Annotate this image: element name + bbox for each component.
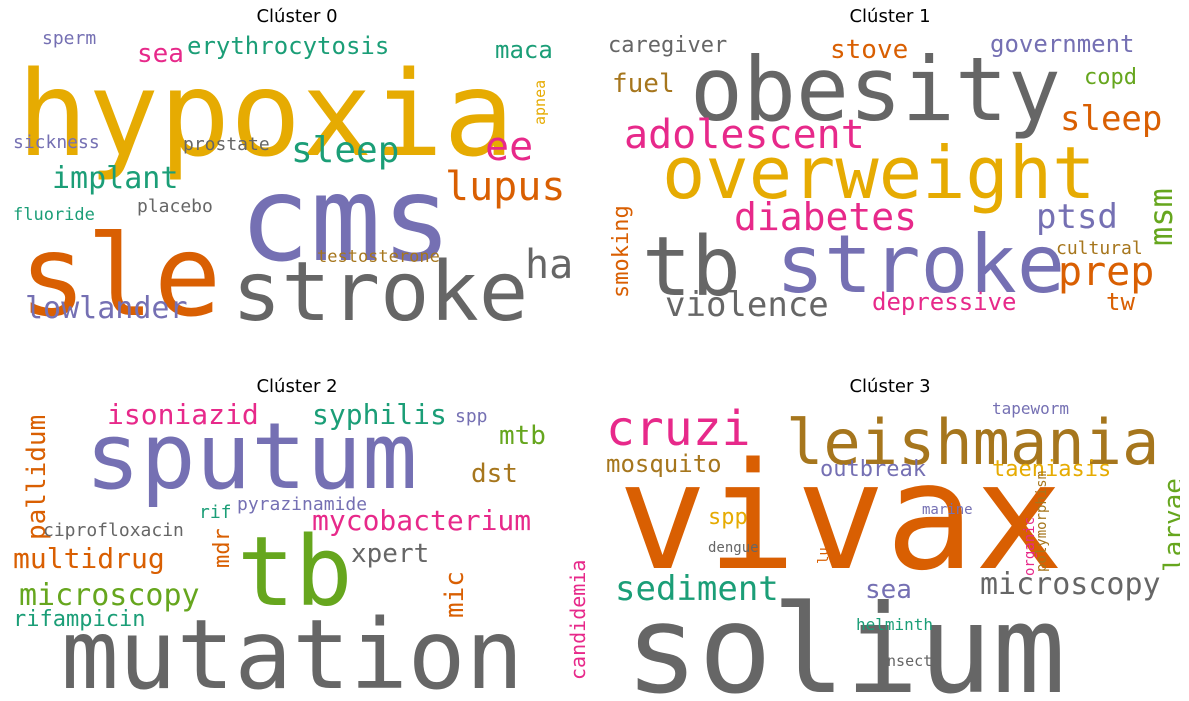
word-sea: sea bbox=[865, 575, 912, 605]
word-outbreak: outbreak bbox=[820, 457, 926, 482]
word-insect: insect bbox=[878, 652, 932, 670]
word-ee: ee bbox=[485, 124, 533, 170]
word-sleep: sleep bbox=[1060, 99, 1162, 139]
word-sle: sle bbox=[19, 212, 221, 330]
word-ha: ha bbox=[525, 242, 573, 288]
word-rifampicin: rifampicin bbox=[13, 607, 145, 632]
word-prostate: prostate bbox=[183, 134, 270, 155]
word-dst: dst bbox=[471, 459, 518, 489]
word-larvae: larvae bbox=[1159, 478, 1180, 572]
word-pallidum: pallidum bbox=[22, 415, 52, 540]
word-cruzi: cruzi bbox=[606, 401, 751, 457]
word-ptsd: ptsd bbox=[1036, 197, 1118, 237]
word-depressive: depressive bbox=[872, 288, 1017, 316]
word-sputum: sputum bbox=[85, 403, 417, 510]
word-solium: solium bbox=[625, 579, 1066, 700]
word-testosterone: testosterone bbox=[317, 247, 440, 267]
word-tb: tb bbox=[642, 220, 741, 315]
word-isoniazid: isoniazid bbox=[107, 400, 259, 431]
word-fluoride: fluoride bbox=[13, 205, 95, 225]
word-prep: prep bbox=[1058, 249, 1154, 295]
word-lu: lu bbox=[816, 547, 832, 564]
word-diabetes: diabetes bbox=[734, 195, 917, 239]
word-mdr: mdr bbox=[210, 528, 235, 568]
word-pyrazinamide: pyrazinamide bbox=[237, 494, 367, 515]
word-organic: organic bbox=[1022, 517, 1038, 576]
word-sediment: sediment bbox=[615, 569, 779, 609]
word-cms: cms bbox=[239, 150, 452, 288]
panel-title-cluster-3: Clúster 3 bbox=[849, 376, 931, 397]
word-polymorphism: polymorphism bbox=[1034, 471, 1050, 572]
word-dengue: dengue bbox=[708, 540, 759, 556]
word-sea: sea bbox=[137, 39, 184, 69]
word-sperm: sperm bbox=[42, 30, 96, 49]
word-taeniasis: taeniasis bbox=[992, 457, 1111, 482]
word-tw: tw bbox=[1106, 288, 1135, 316]
word-fuel: fuel bbox=[612, 69, 675, 99]
word-candidemia: candidemia bbox=[566, 560, 587, 680]
word-copd: copd bbox=[1084, 65, 1137, 90]
word-maca: maca bbox=[495, 36, 553, 64]
word-cultural: cultural bbox=[1056, 238, 1143, 259]
word-leishmania: leishmania bbox=[786, 406, 1159, 479]
word-stroke: stroke bbox=[232, 245, 528, 330]
word-adolescent: adolescent bbox=[624, 112, 865, 158]
panel-title-cluster-0: Clúster 0 bbox=[256, 6, 338, 27]
word-violence: violence bbox=[665, 285, 829, 325]
word-marine: marine bbox=[922, 502, 973, 518]
word-apnea: apnea bbox=[531, 80, 549, 125]
word-multidrug: multidrug bbox=[13, 542, 165, 575]
word-erythrocytosis: erythrocytosis bbox=[187, 32, 389, 60]
word-implant: implant bbox=[52, 161, 178, 196]
word-xpert: xpert bbox=[351, 539, 429, 569]
word-mtb: mtb bbox=[499, 421, 546, 451]
word-vivax: vivax bbox=[618, 431, 1064, 603]
word-spp: spp bbox=[708, 505, 748, 530]
word-tb: tb bbox=[237, 516, 353, 628]
word-stove: stove bbox=[830, 35, 908, 65]
word-rif: rif bbox=[199, 502, 232, 523]
word-mic: mic bbox=[440, 571, 470, 618]
word-microscopy: microscopy bbox=[980, 567, 1161, 602]
panel-title-cluster-1: Clúster 1 bbox=[849, 6, 931, 27]
word-placebo: placebo bbox=[137, 196, 213, 217]
word-ciprofloxacin: ciprofloxacin bbox=[43, 520, 184, 541]
word-sleep: sleep bbox=[291, 130, 399, 171]
word-msm: msm bbox=[1142, 188, 1180, 246]
word-helminth: helminth bbox=[856, 615, 933, 634]
word-caregiver: caregiver bbox=[608, 33, 727, 58]
word-obesity: obesity bbox=[690, 38, 1061, 141]
word-mutation: mutation bbox=[61, 599, 523, 700]
word-hypoxia: hypoxia bbox=[17, 45, 514, 183]
word-government: government bbox=[990, 30, 1135, 58]
word-tapeworm: tapeworm bbox=[992, 400, 1069, 418]
word-lupus: lupus bbox=[445, 164, 565, 210]
word-lowlander: lowlander bbox=[25, 291, 188, 326]
word-smoking: smoking bbox=[609, 205, 634, 298]
word-syphilis: syphilis bbox=[312, 400, 447, 431]
panel-title-cluster-2: Clúster 2 bbox=[256, 376, 338, 397]
word-spp: spp bbox=[455, 406, 488, 427]
word-overweight: overweight bbox=[662, 131, 1095, 215]
word-microscopy: microscopy bbox=[19, 578, 200, 613]
word-mycobacterium: mycobacterium bbox=[312, 504, 531, 537]
word-stroke: stroke bbox=[776, 218, 1065, 311]
word-mosquito: mosquito bbox=[606, 450, 722, 478]
word-sickness: sickness bbox=[13, 132, 100, 153]
